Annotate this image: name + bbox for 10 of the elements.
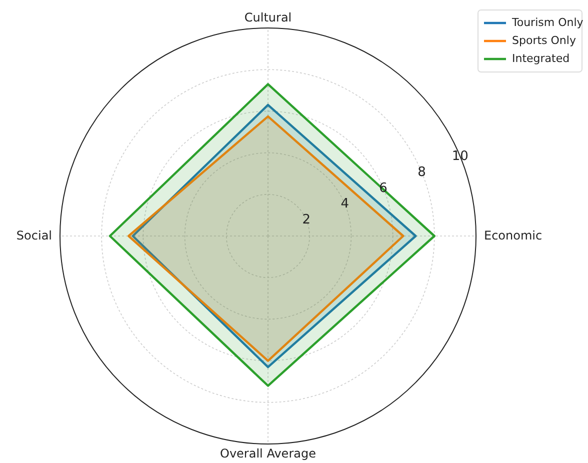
spoke-label: Social bbox=[16, 228, 52, 242]
y-tick-label: 2 bbox=[302, 212, 311, 228]
spoke-label: Cultural bbox=[244, 10, 292, 24]
legend-label: Tourism Only bbox=[511, 16, 584, 30]
spoke-label: Economic bbox=[484, 228, 542, 242]
legend-label: Sports Only bbox=[512, 34, 576, 48]
spoke-label: Overall Average bbox=[220, 446, 316, 460]
legend-label: Integrated bbox=[512, 52, 570, 66]
y-tick-label: 4 bbox=[340, 196, 350, 212]
y-tick-label: 8 bbox=[418, 164, 426, 180]
